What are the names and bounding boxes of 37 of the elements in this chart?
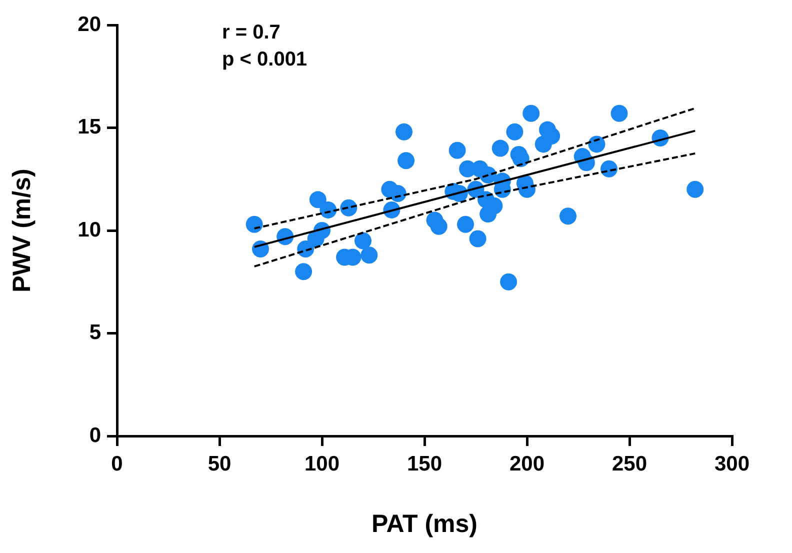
x-axis-title: PAT (ms) bbox=[371, 510, 478, 538]
x-tick-label: 250 bbox=[612, 452, 648, 476]
x-tick-label: 300 bbox=[714, 452, 750, 476]
point bbox=[457, 216, 474, 233]
point bbox=[610, 104, 628, 122]
point bbox=[309, 191, 326, 208]
point bbox=[354, 232, 372, 250]
x-tick-label: 50 bbox=[208, 452, 232, 476]
point bbox=[492, 140, 509, 157]
point bbox=[686, 180, 704, 198]
point bbox=[500, 273, 518, 290]
annotation: r = 0.7 bbox=[222, 22, 280, 44]
point bbox=[430, 218, 448, 235]
point bbox=[588, 136, 606, 153]
y-tick-label: 15 bbox=[78, 116, 102, 139]
point bbox=[360, 246, 378, 264]
point bbox=[522, 104, 540, 122]
point bbox=[320, 201, 337, 218]
point bbox=[448, 142, 466, 159]
point bbox=[506, 123, 524, 140]
x-tick-label: 100 bbox=[304, 452, 340, 476]
x-tick-label: 0 bbox=[111, 452, 123, 476]
y-tick-label: 5 bbox=[89, 321, 102, 344]
x-tick-label: 150 bbox=[406, 452, 442, 476]
point bbox=[560, 208, 576, 225]
y-axis-title: PWV (m/s) bbox=[8, 168, 36, 292]
point bbox=[389, 185, 406, 202]
y-tick-label: 10 bbox=[78, 218, 101, 242]
point bbox=[396, 123, 412, 140]
y-tick-label: 0 bbox=[89, 424, 101, 447]
point bbox=[246, 216, 263, 233]
point bbox=[469, 230, 486, 248]
y-tick-label: 20 bbox=[78, 12, 101, 36]
point bbox=[398, 152, 415, 170]
x-tick-label: 200 bbox=[509, 452, 545, 476]
point bbox=[295, 263, 312, 280]
annotation: p < 0.001 bbox=[222, 48, 308, 71]
